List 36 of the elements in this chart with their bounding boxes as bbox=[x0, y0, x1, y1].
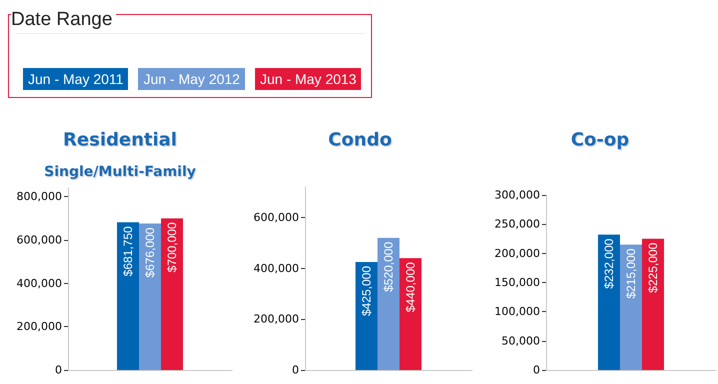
y-tick-label: 300,000 bbox=[494, 188, 540, 202]
data-label: $215,000 bbox=[624, 248, 638, 299]
y-tick-label: 100,000 bbox=[494, 305, 540, 318]
bar bbox=[400, 258, 422, 370]
data-label: $520,000 bbox=[382, 242, 396, 292]
data-label: $700,000 bbox=[165, 222, 179, 272]
chart-title: Condo bbox=[328, 130, 392, 150]
chart-title: Co-op bbox=[570, 130, 630, 150]
y-tick-label: 600,000 bbox=[16, 234, 62, 246]
bar bbox=[378, 238, 400, 370]
y-tick-label: 200,000 bbox=[494, 246, 540, 260]
y-tick-label: 600,000 bbox=[254, 211, 299, 224]
data-label: $232,000 bbox=[602, 238, 616, 289]
bar bbox=[356, 262, 378, 370]
text: Jun - May 2012 bbox=[138, 68, 245, 90]
data-label: $225,000 bbox=[646, 242, 660, 293]
text: Jun - May 2013 bbox=[254, 68, 362, 90]
y-tick-label: 150,000 bbox=[494, 276, 540, 289]
y-tick-label: 400,000 bbox=[16, 276, 62, 290]
data-label: $440,000 bbox=[404, 262, 418, 312]
y-tick-label: 200,000 bbox=[16, 320, 62, 334]
y-tick-label: 0 bbox=[292, 364, 299, 376]
y-tick-label: 400,000 bbox=[254, 262, 299, 275]
data-label: $676,000 bbox=[143, 227, 157, 278]
y-tick-label: 0 bbox=[55, 364, 62, 376]
data-label: $425,000 bbox=[360, 266, 374, 316]
y-tick-label: 0 bbox=[533, 364, 540, 376]
data-label: $681,750 bbox=[121, 226, 135, 276]
y-tick-label: 200,000 bbox=[254, 312, 299, 326]
y-tick-label: 250,000 bbox=[494, 218, 540, 231]
y-tick-label: 50,000 bbox=[502, 334, 540, 348]
legend-title: Date Range bbox=[11, 9, 116, 31]
text: Jun - May 2011 bbox=[23, 68, 128, 90]
chart-title: Residential bbox=[63, 130, 177, 150]
chart-subtitle: Single/Multi-Family bbox=[44, 164, 196, 180]
y-tick-label: 800,000 bbox=[16, 190, 62, 204]
